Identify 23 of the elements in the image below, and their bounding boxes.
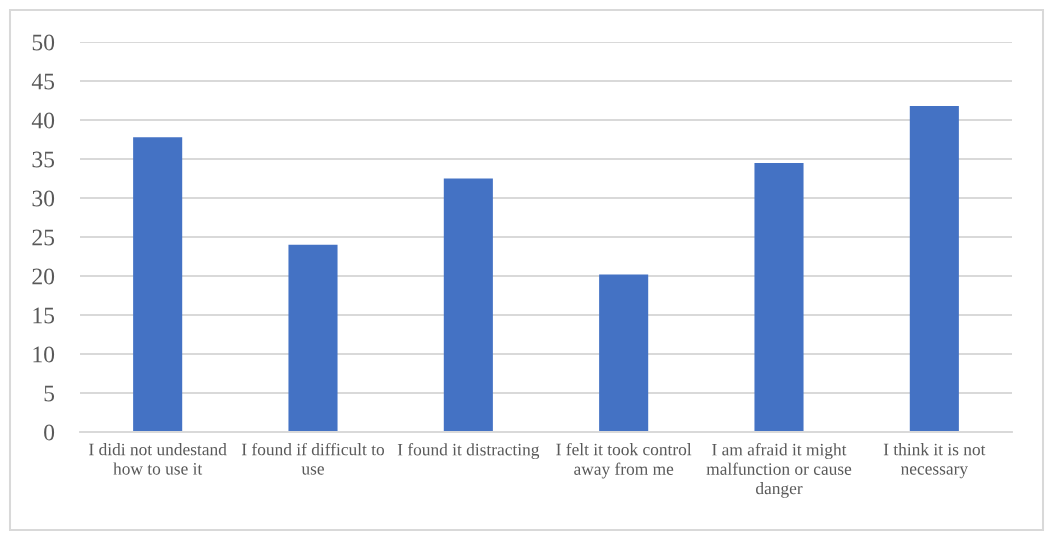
bar (599, 274, 649, 432)
y-tick-label: 0 (44, 424, 55, 441)
bar (754, 162, 804, 432)
y-tick-label: 45 (31, 73, 55, 90)
y-tick-label: 35 (32, 151, 55, 168)
y-tick-label: 50 (32, 34, 55, 51)
bar (133, 137, 183, 432)
y-tick-label: 25 (32, 229, 55, 246)
y-tick-label: 40 (31, 112, 55, 129)
y-tick-label: 15 (33, 307, 55, 324)
x-tick-label: I didi not undestand how to use it (89, 443, 227, 475)
y-tick-label: 5 (44, 385, 55, 402)
y-tick-label: 10 (33, 346, 55, 363)
x-tick-label: I found if difficult to use (241, 442, 385, 475)
x-tick-label: I felt it took control away from me (556, 442, 692, 479)
x-tick-label: I think it is not necessary (883, 443, 986, 479)
bar (443, 178, 493, 432)
bar (909, 105, 959, 432)
x-tick-label: I am afraid it might malfunction or cause danger (706, 443, 852, 498)
y-tick-label: 30 (32, 190, 55, 207)
x-tick-label: I found it distracting (397, 443, 540, 460)
bar (288, 244, 338, 432)
y-tick-label: 20 (32, 268, 55, 285)
